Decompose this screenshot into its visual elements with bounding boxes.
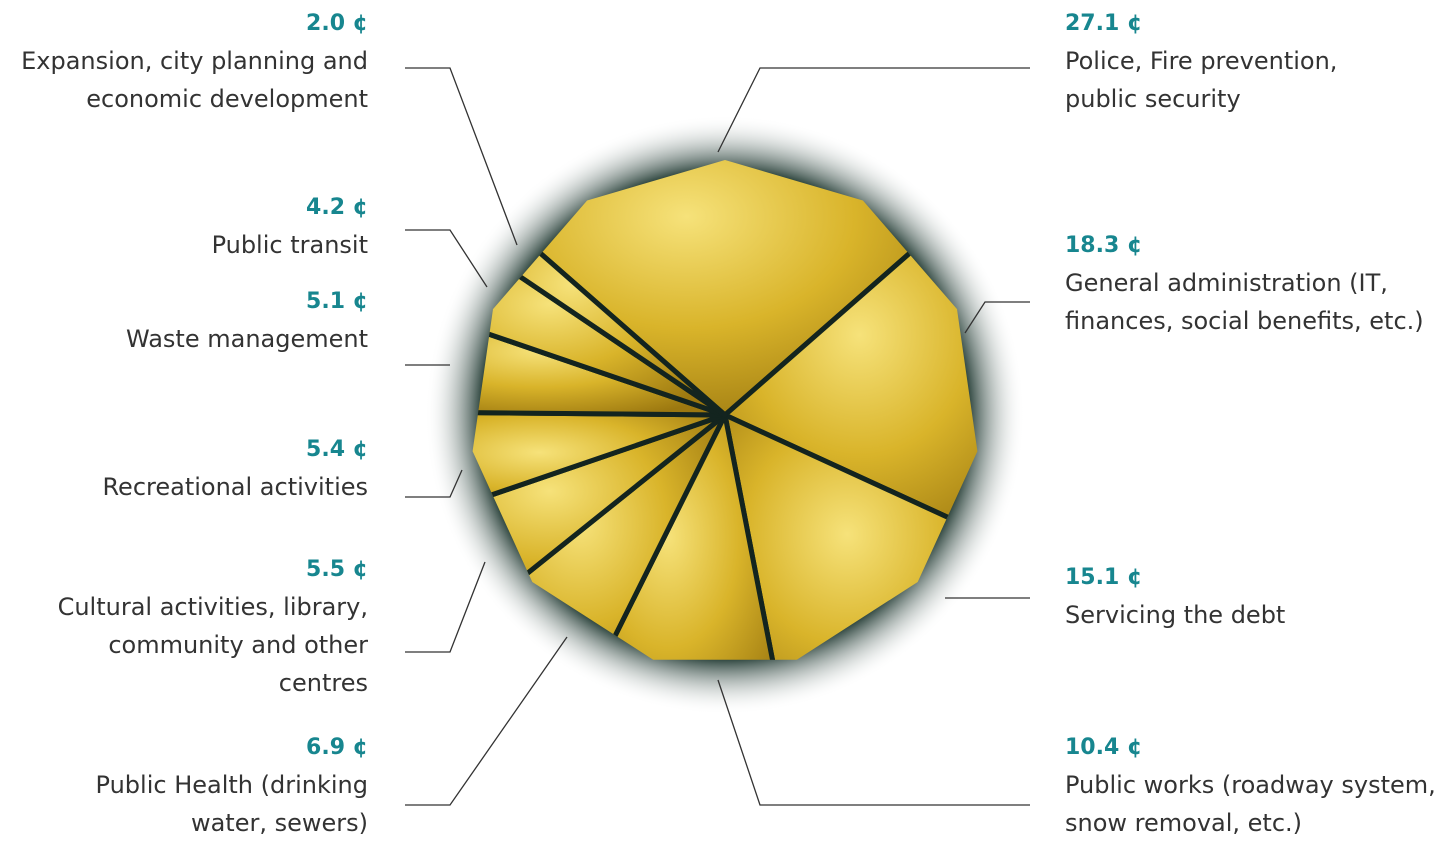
- category-label: Waste management: [8, 320, 368, 358]
- coin: [405, 95, 1045, 735]
- label: 4.2 ¢Public transit: [8, 190, 368, 264]
- value-label: 6.9 ¢: [38, 730, 368, 766]
- label: 5.4 ¢Recreational activities: [8, 432, 368, 506]
- category-label: Recreational activities: [8, 468, 368, 506]
- chart: [0, 0, 1440, 844]
- label: 5.1 ¢Waste management: [8, 284, 368, 358]
- label: 5.5 ¢Cultural activities, library, commu…: [18, 552, 368, 702]
- value-label: 5.5 ¢: [18, 552, 368, 588]
- category-label: Public transit: [8, 226, 368, 264]
- category-label: Public works (roadway system, snow remov…: [1065, 766, 1440, 842]
- value-label: 15.1 ¢: [1065, 560, 1425, 596]
- value-label: 5.1 ¢: [8, 284, 368, 320]
- label: 2.0 ¢Expansion, city planning and econom…: [0, 6, 368, 118]
- value-label: 18.3 ¢: [1065, 228, 1425, 264]
- label: 10.4 ¢Public works (roadway system, snow…: [1065, 730, 1440, 842]
- leader: [405, 637, 567, 805]
- label: 15.1 ¢Servicing the debt: [1065, 560, 1425, 634]
- category-label: Expansion, city planning and economic de…: [0, 42, 368, 118]
- category-label: Police, Fire prevention, public security: [1065, 42, 1385, 118]
- category-label: Servicing the debt: [1065, 596, 1425, 634]
- page: 27.1 ¢Police, Fire prevention, public se…: [0, 0, 1440, 844]
- label: 27.1 ¢Police, Fire prevention, public se…: [1065, 6, 1385, 118]
- label: 18.3 ¢General administration (IT, financ…: [1065, 228, 1425, 340]
- category-label: Cultural activities, library, community …: [18, 588, 368, 702]
- value-label: 5.4 ¢: [8, 432, 368, 468]
- value-label: 10.4 ¢: [1065, 730, 1440, 766]
- label: 6.9 ¢Public Health (drinking water, sewe…: [38, 730, 368, 842]
- category-label: Public Health (drinking water, sewers): [38, 766, 368, 842]
- value-label: 4.2 ¢: [8, 190, 368, 226]
- category-label: General administration (IT, finances, so…: [1065, 264, 1425, 340]
- value-label: 2.0 ¢: [0, 6, 368, 42]
- value-label: 27.1 ¢: [1065, 6, 1385, 42]
